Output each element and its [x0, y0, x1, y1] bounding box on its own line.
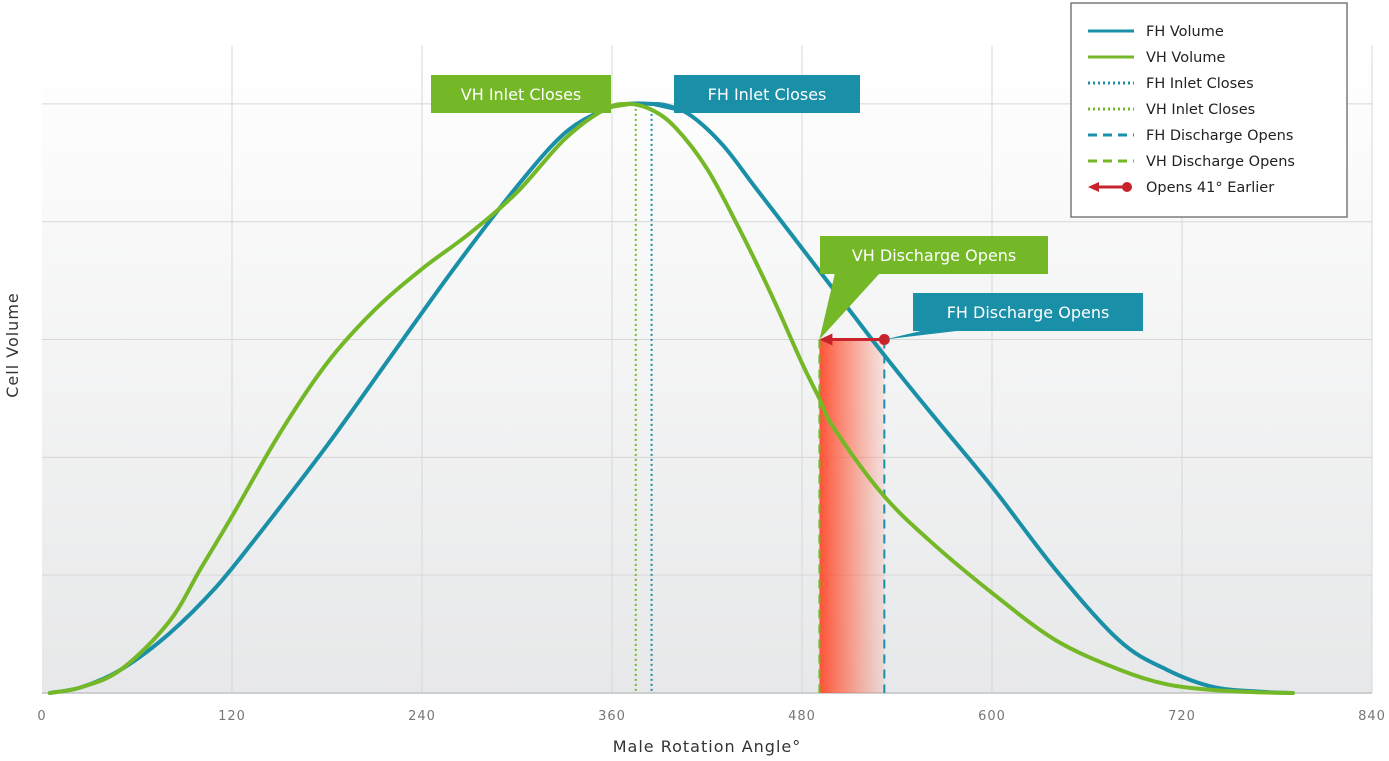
- x-tick-label: 720: [1168, 709, 1196, 724]
- legend-item: VH Volume: [1088, 50, 1225, 66]
- arrow-layer: [819, 333, 890, 346]
- legend-label: Opens 41° Earlier: [1146, 180, 1274, 196]
- legend-item: FH Volume: [1088, 24, 1224, 40]
- x-tick-label: 360: [598, 709, 626, 724]
- legend-item: FH Discharge Opens: [1088, 128, 1293, 144]
- callout-box: [913, 293, 1143, 331]
- legend-item: FH Inlet Closes: [1088, 76, 1254, 92]
- legend-label: FH Volume: [1146, 24, 1224, 40]
- y-axis-title: Cell Volume: [3, 292, 22, 398]
- callout-box: [820, 236, 1048, 274]
- x-tick-labels: 0 120 240 360 480 600 720 840: [37, 709, 1386, 724]
- x-tick-label: 600: [978, 709, 1006, 724]
- x-tick-label: 0: [37, 709, 46, 724]
- legend-label: VH Volume: [1146, 50, 1225, 66]
- x-tick-label: 840: [1358, 709, 1386, 724]
- legend-item: VH Inlet Closes: [1088, 102, 1255, 118]
- legend-label: VH Discharge Opens: [1146, 154, 1295, 170]
- legend-box: [1070, 2, 1348, 218]
- legend-item: Opens 41° Earlier: [1088, 180, 1274, 196]
- vertical-markers-layer: [634, 103, 886, 693]
- callout-vh-inlet: VH Inlet Closes: [431, 75, 644, 113]
- x-tick-label: 240: [408, 709, 436, 724]
- callout-label: FH Discharge Opens: [947, 303, 1110, 322]
- legend-label: FH Discharge Opens: [1146, 128, 1293, 144]
- legend-label: FH Inlet Closes: [1146, 76, 1254, 92]
- callout-fh-inlet: FH Inlet Closes: [643, 75, 860, 113]
- series-line-fh-volume: [47, 101, 1295, 695]
- series-layer: [47, 101, 1295, 695]
- legend-swatch-arrow-head: [1088, 182, 1099, 192]
- shaded-region: [819, 339, 885, 693]
- series-line-vh-volume: [47, 101, 1295, 695]
- callout-label: VH Inlet Closes: [461, 85, 582, 104]
- callouts-layer: VH Inlet Closes FH Inlet Closes VH Dischar…: [431, 75, 1143, 340]
- shaded-region-layer: [819, 339, 885, 693]
- x-tick-label: 480: [788, 709, 816, 724]
- legend: FH Volume VH Volume FH Inlet Closes VH Inle…: [1070, 2, 1348, 218]
- callout-box: [431, 75, 611, 113]
- earlier-arrow-head: [819, 333, 833, 346]
- callout-pointer: [884, 330, 965, 340]
- legend-swatch-dot: [1122, 182, 1132, 192]
- callout-label: FH Inlet Closes: [708, 85, 827, 104]
- legend-item: VH Discharge Opens: [1088, 154, 1295, 170]
- x-tick-label: 120: [218, 709, 246, 724]
- callout-vh-discharge: VH Discharge Opens: [819, 236, 1048, 340]
- callout-fh-discharge: FH Discharge Opens: [884, 293, 1143, 340]
- callout-label: VH Discharge Opens: [852, 246, 1016, 265]
- legend-label: VH Inlet Closes: [1146, 102, 1255, 118]
- callout-box: [674, 75, 860, 113]
- callout-pointer: [643, 103, 720, 112]
- callout-pointer: [819, 273, 880, 340]
- x-axis-title: Male Rotation Angle°: [613, 737, 802, 756]
